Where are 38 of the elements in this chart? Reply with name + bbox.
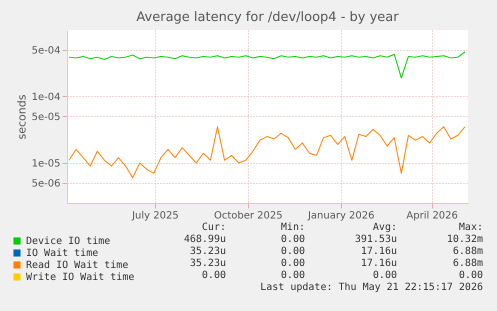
line-series [68, 126, 466, 178]
legend-label: Read IO Wait time [26, 260, 128, 271]
y-axis-title: seconds [16, 94, 29, 140]
legend-label: Device IO time [26, 236, 110, 247]
text: Cur: [202, 222, 226, 234]
text: 391.53u [354, 234, 397, 246]
text: 0.00 [372, 270, 397, 282]
text: 0.00 [202, 270, 226, 282]
text: 10.32m [446, 234, 483, 246]
legend-label: Write IO Wait time [26, 272, 134, 283]
text: 0.00 [280, 258, 305, 270]
text: 0.00 [280, 270, 305, 282]
x-tick-label: July 2025 [131, 210, 179, 222]
text: Avg: [372, 222, 397, 234]
y-tick-label: 5e-06 [32, 178, 60, 190]
text: 0.00 [280, 234, 305, 246]
text: 6.88m [452, 258, 483, 270]
text: Last update: Thu May 21 22:15:17 2026 [260, 282, 483, 294]
text: 6.88m [452, 246, 483, 258]
y-tick-label: 1e-05 [32, 158, 60, 170]
text: Min: [280, 222, 305, 234]
x-tick-label: January 2026 [306, 210, 375, 222]
text: Max: [458, 222, 483, 234]
text: 0.00 [280, 246, 305, 258]
line-series [68, 51, 466, 78]
text: 35.23u [190, 246, 226, 258]
y-tick-label: 5e-04 [32, 46, 60, 57]
x-tick-label: October 2025 [214, 210, 283, 222]
y-tick-label: 5e-05 [32, 112, 60, 123]
text: 17.16u [360, 258, 397, 270]
text: 35.23u [190, 258, 226, 270]
legend-label: IO Wait time [26, 248, 98, 259]
y-tick-label: 1e-04 [32, 92, 60, 103]
x-tick-label: April 2026 [406, 210, 458, 222]
chart-title: Average latency for /dev/loop4 - by year [136, 10, 400, 25]
text: 17.16u [360, 246, 397, 258]
text: 0.00 [458, 270, 483, 282]
text: 468.99u [184, 234, 226, 246]
